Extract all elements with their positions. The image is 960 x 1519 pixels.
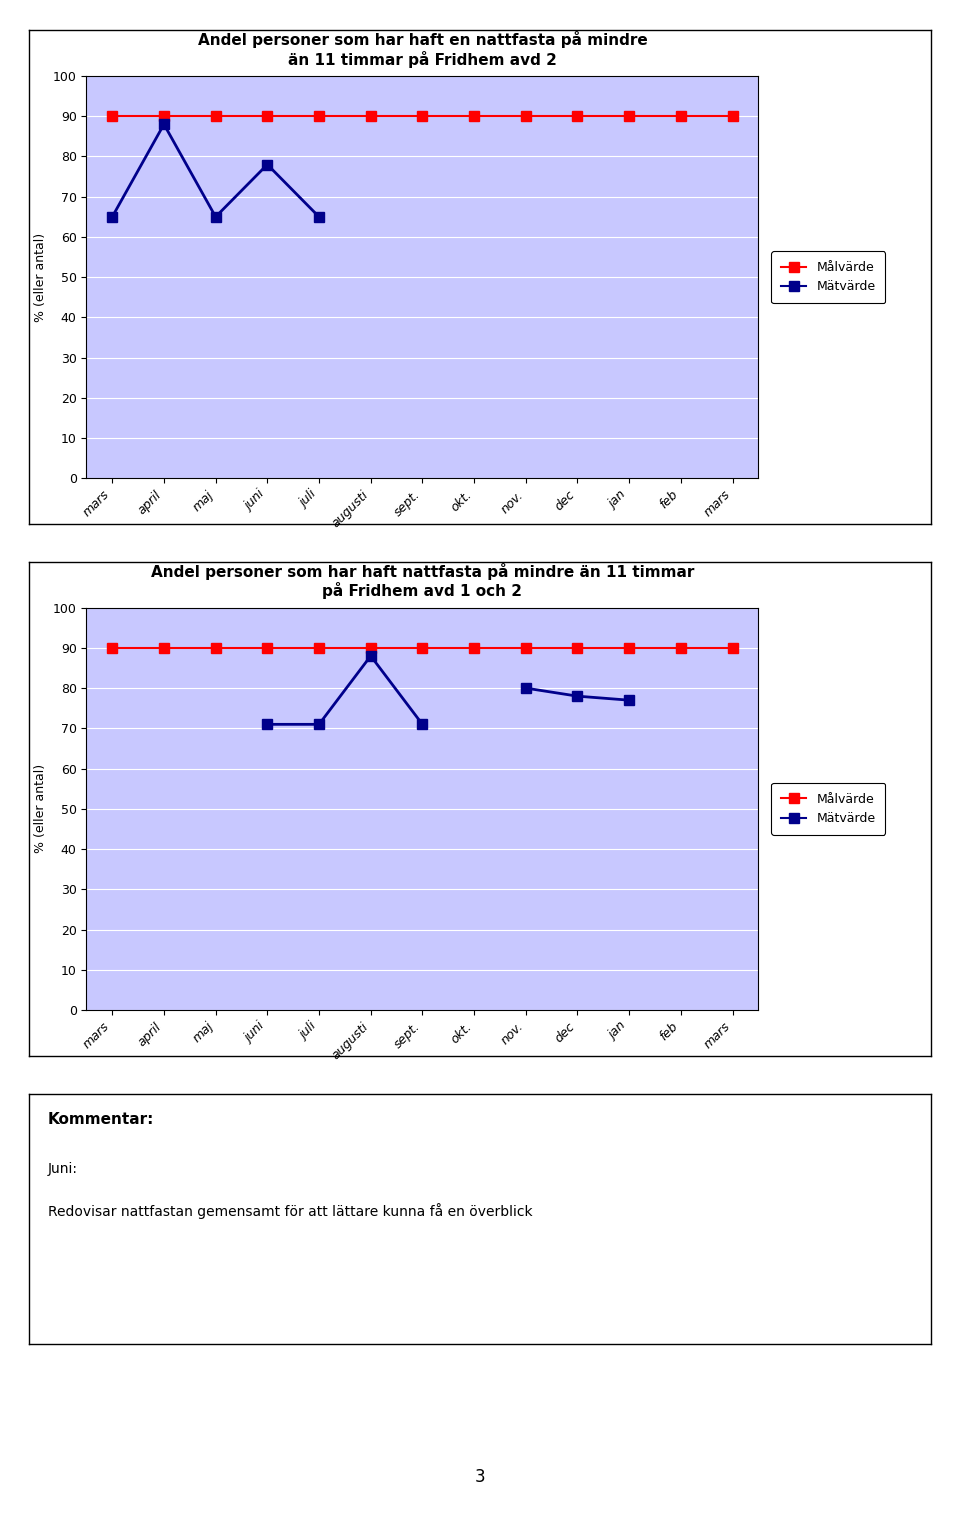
Y-axis label: % (eller antal): % (eller antal) xyxy=(35,764,47,854)
Y-axis label: % (eller antal): % (eller antal) xyxy=(35,232,47,322)
Legend: Målvärde, Mätvärde: Målvärde, Mätvärde xyxy=(772,782,885,835)
Title: Andel personer som har haft en nattfasta på mindre
än 11 timmar på Fridhem avd 2: Andel personer som har haft en nattfasta… xyxy=(198,30,647,68)
Text: 3: 3 xyxy=(474,1467,486,1486)
Text: Redovisar nattfastan gemensamt för att lättare kunna få en överblick: Redovisar nattfastan gemensamt för att l… xyxy=(48,1203,533,1220)
Title: Andel personer som har haft nattfasta på mindre än 11 timmar
på Fridhem avd 1 oc: Andel personer som har haft nattfasta på… xyxy=(151,562,694,600)
Legend: Målvärde, Mätvärde: Målvärde, Mätvärde xyxy=(772,251,885,304)
Text: Kommentar:: Kommentar: xyxy=(48,1112,155,1127)
Text: Juni:: Juni: xyxy=(48,1162,78,1176)
